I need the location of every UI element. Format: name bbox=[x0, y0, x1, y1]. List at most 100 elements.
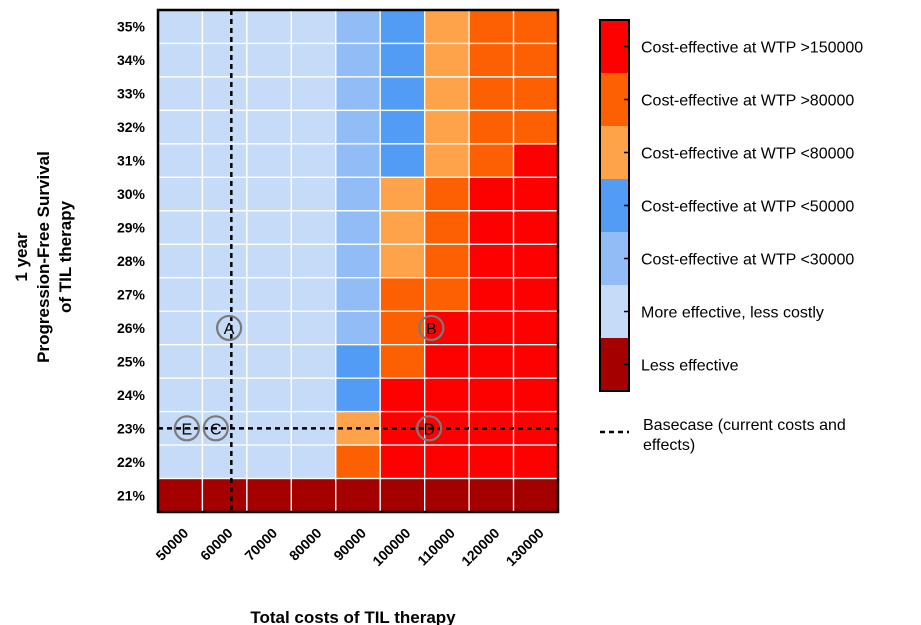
heatmap-cell bbox=[335, 76, 381, 112]
heatmap-cell bbox=[157, 477, 204, 513]
heatmap-cell bbox=[290, 210, 337, 245]
heatmap-cells bbox=[157, 9, 559, 513]
heatmap-cell bbox=[424, 277, 470, 312]
y-tick-label: 27% bbox=[117, 286, 146, 302]
heatmap-cell bbox=[468, 143, 515, 178]
y-tick-label: 23% bbox=[117, 420, 146, 436]
heatmap-cell bbox=[246, 377, 292, 413]
marker-label: D bbox=[423, 421, 435, 438]
heatmap-cell bbox=[246, 210, 292, 245]
heatmap-cell bbox=[379, 277, 426, 312]
plot-frame bbox=[156, 8, 560, 514]
legend-label: Cost-effective at WTP <80000 bbox=[641, 146, 854, 163]
marker-label: A bbox=[224, 321, 235, 338]
y-tick-label: 22% bbox=[117, 454, 146, 470]
x-tick-labels: 50000 60000 70000 80000 90000 100000 110000 120… bbox=[152, 525, 547, 569]
heatmap-cell bbox=[246, 344, 292, 379]
heatmap-cell bbox=[512, 109, 559, 145]
y-axis-title-line-2: Progression-Free Survival bbox=[34, 151, 53, 363]
y-axis-title: 1 year Progression-Free Survival of TIL … bbox=[12, 151, 75, 363]
heatmap-cell bbox=[335, 9, 381, 45]
marker-label: C bbox=[210, 421, 222, 438]
heatmap-cell bbox=[512, 176, 559, 212]
heatmap-cell bbox=[157, 143, 204, 178]
y-tick-label: 30% bbox=[117, 186, 146, 202]
legend-item: More effective, less costly bbox=[600, 285, 824, 338]
heatmap-cell bbox=[512, 344, 559, 379]
marker-c: C bbox=[202, 415, 229, 442]
heatmap-cell bbox=[424, 9, 470, 45]
heatmap-cell bbox=[290, 477, 337, 513]
heatmap-cell bbox=[246, 176, 292, 212]
heatmap-cell bbox=[512, 377, 559, 413]
heatmap-cell bbox=[424, 444, 470, 480]
legend-label: Cost-effective at WTP >80000 bbox=[641, 93, 854, 110]
y-tick-label: 25% bbox=[117, 353, 146, 369]
heatmap-cell bbox=[201, 344, 248, 379]
y-tick-label: 21% bbox=[117, 487, 146, 503]
heatmap-cell bbox=[290, 9, 337, 45]
legend-label: More effective, less costly bbox=[641, 305, 824, 322]
legend-basecase-label: Basecase (current costs and effects) bbox=[643, 417, 846, 454]
marker-b: B bbox=[418, 314, 445, 342]
heatmap-cell bbox=[379, 243, 426, 279]
heatmap-cell bbox=[379, 377, 426, 413]
heatmap-cell bbox=[201, 9, 248, 45]
legend-label: Cost-effective at WTP >150000 bbox=[641, 40, 863, 57]
heatmap-cell bbox=[468, 377, 515, 413]
heatmap-cell bbox=[201, 42, 248, 78]
heatmap-cell bbox=[468, 344, 515, 379]
marker-circle bbox=[173, 415, 200, 442]
y-tick-label: 26% bbox=[117, 320, 146, 336]
marker-a: A bbox=[216, 314, 243, 342]
y-tick-label: 34% bbox=[117, 52, 146, 68]
x-tick-label: 110000 bbox=[414, 525, 458, 569]
heatmap-cell bbox=[512, 243, 559, 279]
heatmap-cell bbox=[468, 277, 515, 312]
x-tick-label: 70000 bbox=[241, 525, 280, 564]
marker-circle bbox=[418, 314, 445, 342]
y-tick-label: 33% bbox=[117, 86, 146, 102]
legend: Cost-effective at WTP >150000 Cost-effect… bbox=[599, 19, 863, 454]
heatmap-cell bbox=[512, 9, 559, 45]
heatmap-cell bbox=[379, 310, 426, 346]
heatmap-cell bbox=[201, 243, 248, 279]
heatmap-cell bbox=[335, 210, 381, 245]
heatmap-cell bbox=[335, 176, 381, 212]
heatmap-cell bbox=[157, 310, 204, 346]
heatmap-cell bbox=[290, 76, 337, 112]
heatmap-cell bbox=[512, 76, 559, 112]
heatmap-cell bbox=[201, 210, 248, 245]
heatmap-cell bbox=[335, 42, 381, 78]
heatmap-cell bbox=[379, 9, 426, 45]
heatmap-cell bbox=[335, 143, 381, 178]
heatmap-cell bbox=[424, 42, 470, 78]
heatmap-cell bbox=[379, 176, 426, 212]
heatmap-cell bbox=[335, 109, 381, 145]
marker-label: B bbox=[426, 321, 437, 338]
heatmap-cell bbox=[424, 210, 470, 245]
heatmap-cell bbox=[157, 109, 204, 145]
heatmap-cell bbox=[468, 42, 515, 78]
heatmap-cell bbox=[468, 210, 515, 245]
heatmap-cell bbox=[246, 310, 292, 346]
heatmap-cell bbox=[290, 109, 337, 145]
heatmap-cell bbox=[379, 210, 426, 245]
heatmap-cell bbox=[379, 344, 426, 379]
x-tick-label: 90000 bbox=[330, 525, 369, 564]
heatmap-cell bbox=[512, 42, 559, 78]
heatmap-cell bbox=[201, 143, 248, 178]
marker-e: E bbox=[173, 415, 200, 442]
legend-label: Less effective bbox=[641, 358, 739, 375]
x-tick-label: 80000 bbox=[286, 525, 325, 564]
heatmap-cell bbox=[290, 377, 337, 413]
legend-item: Less effective bbox=[600, 338, 739, 391]
legend-item: Cost-effective at WTP >80000 bbox=[600, 73, 854, 126]
y-tick-label: 32% bbox=[117, 119, 146, 135]
heatmap-cell bbox=[468, 243, 515, 279]
heatmap-cell bbox=[335, 310, 381, 346]
legend-label: Cost-effective at WTP <30000 bbox=[641, 252, 854, 269]
heatmap-cell bbox=[157, 76, 204, 112]
heatmap-cell bbox=[290, 243, 337, 279]
